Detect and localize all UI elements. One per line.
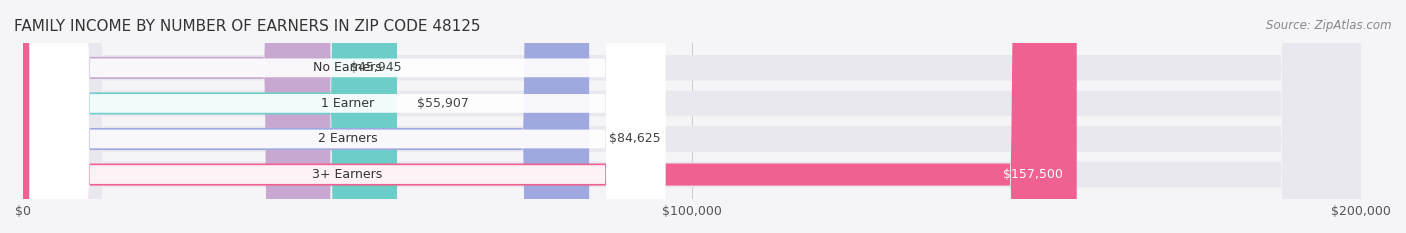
Text: $84,625: $84,625 bbox=[609, 133, 661, 145]
FancyBboxPatch shape bbox=[30, 0, 665, 233]
Text: 3+ Earners: 3+ Earners bbox=[312, 168, 382, 181]
Text: FAMILY INCOME BY NUMBER OF EARNERS IN ZIP CODE 48125: FAMILY INCOME BY NUMBER OF EARNERS IN ZI… bbox=[14, 19, 481, 34]
FancyBboxPatch shape bbox=[22, 0, 396, 233]
FancyBboxPatch shape bbox=[22, 0, 1361, 233]
Text: 1 Earner: 1 Earner bbox=[321, 97, 374, 110]
Text: Source: ZipAtlas.com: Source: ZipAtlas.com bbox=[1267, 19, 1392, 32]
FancyBboxPatch shape bbox=[22, 0, 1361, 233]
Text: No Earners: No Earners bbox=[314, 61, 382, 74]
FancyBboxPatch shape bbox=[22, 0, 1361, 233]
FancyBboxPatch shape bbox=[22, 0, 1361, 233]
FancyBboxPatch shape bbox=[30, 0, 665, 233]
Text: $45,945: $45,945 bbox=[350, 61, 402, 74]
FancyBboxPatch shape bbox=[22, 0, 1077, 233]
Text: $55,907: $55,907 bbox=[418, 97, 470, 110]
FancyBboxPatch shape bbox=[30, 0, 665, 233]
Text: 2 Earners: 2 Earners bbox=[318, 133, 377, 145]
FancyBboxPatch shape bbox=[22, 0, 330, 233]
Text: $157,500: $157,500 bbox=[1004, 168, 1063, 181]
FancyBboxPatch shape bbox=[22, 0, 589, 233]
FancyBboxPatch shape bbox=[30, 0, 665, 233]
